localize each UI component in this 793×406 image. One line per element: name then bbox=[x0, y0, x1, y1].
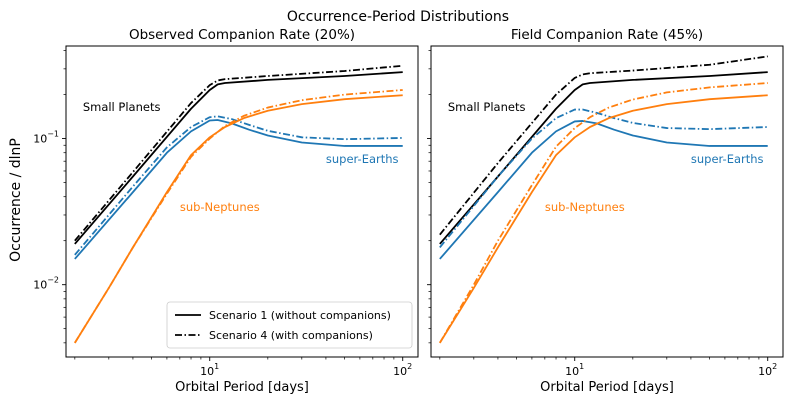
annotation-super-earths: super-Earths bbox=[691, 152, 764, 166]
y-axis-label: Occurrence / dlnP bbox=[8, 138, 24, 262]
annotation-sub-neptunes: sub-Neptunes bbox=[180, 200, 260, 214]
y-tick-label: 10−1 bbox=[33, 130, 59, 146]
series-line-sub-neptunes-solid bbox=[74, 94, 403, 344]
legend: Scenario 1 (without companions) Scenario … bbox=[166, 301, 413, 349]
series-line-sub-neptunes-dashdot bbox=[74, 89, 403, 344]
series-line-small-planets-solid bbox=[439, 71, 768, 245]
x-tick-label: 101 bbox=[200, 362, 219, 378]
panel-title: Observed Companion Rate (20%) bbox=[129, 27, 355, 43]
series-line-small-planets-dashdot bbox=[74, 64, 403, 242]
x-axis-label: Orbital Period [days] bbox=[175, 380, 309, 395]
annotation-small-planets: Small Planets bbox=[83, 100, 161, 114]
legend-box bbox=[166, 301, 413, 349]
annotation-small-planets: Small Planets bbox=[448, 100, 526, 114]
series-line-super-earths-dashdot bbox=[74, 115, 403, 256]
annotation-super-earths: super-Earths bbox=[326, 152, 399, 166]
x-tick-label: 101 bbox=[565, 362, 584, 378]
y-tick-label: 10−2 bbox=[33, 276, 59, 292]
x-tick-label: 102 bbox=[393, 362, 412, 378]
annotation-sub-neptunes: sub-Neptunes bbox=[545, 200, 625, 214]
chart-panel-observed: Observed Companion Rate (20%) Orbital Per… bbox=[33, 27, 419, 395]
x-tick-label: 102 bbox=[758, 362, 777, 378]
series-line-super-earths-solid bbox=[439, 120, 768, 260]
axes-frame bbox=[65, 45, 419, 358]
series-line-small-planets-solid bbox=[74, 71, 403, 245]
chart-panel-field: Field Companion Rate (45%) Orbital Period… bbox=[427, 27, 784, 395]
series-line-sub-neptunes-dashdot bbox=[439, 82, 768, 344]
legend-label: Scenario 1 (without companions) bbox=[209, 309, 391, 322]
axes-frame bbox=[430, 45, 784, 358]
series-line-super-earths-solid bbox=[74, 119, 403, 260]
series-line-sub-neptunes-solid bbox=[439, 94, 768, 344]
panel-title: Field Companion Rate (45%) bbox=[511, 27, 703, 43]
legend-label: Scenario 4 (with companions) bbox=[209, 329, 373, 342]
x-axis-label: Orbital Period [days] bbox=[540, 380, 674, 395]
series-line-small-planets-dashdot bbox=[439, 55, 768, 236]
figure-suptitle: Occurrence-Period Distributions bbox=[287, 9, 509, 25]
